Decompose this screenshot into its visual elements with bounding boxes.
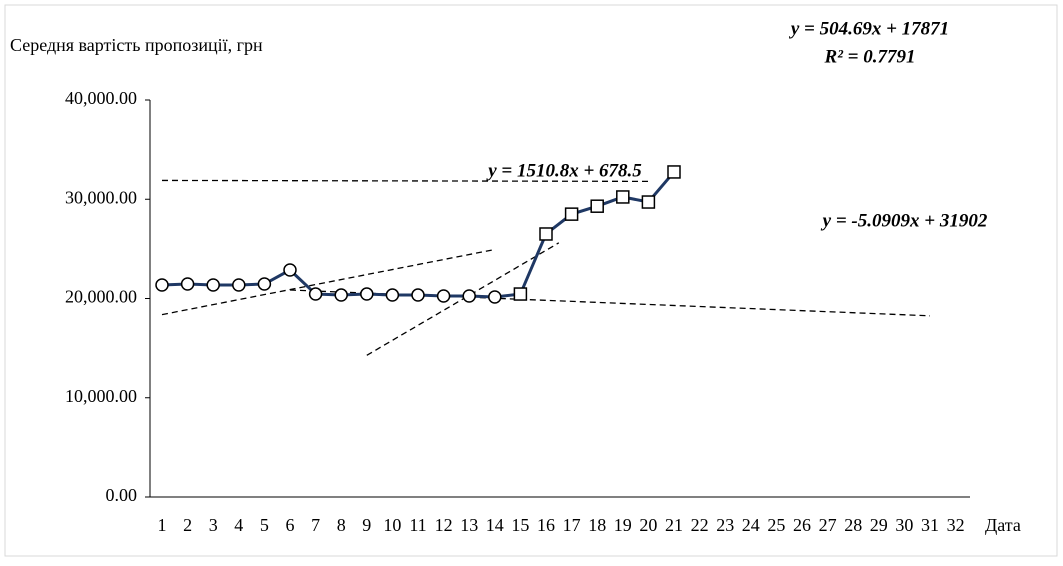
y-tick-label: 30,000.00 — [65, 187, 137, 207]
x-tick-label: 30 — [895, 515, 913, 535]
y-tick-label: 0.00 — [106, 485, 138, 505]
trendline — [289, 289, 931, 317]
x-tick-label: 13 — [460, 515, 478, 535]
chart-frame — [4, 4, 1058, 557]
x-tick-label: 6 — [286, 515, 295, 535]
data-marker — [641, 195, 656, 209]
x-tick-label: 29 — [870, 515, 888, 535]
data-marker — [539, 227, 553, 241]
trendline — [366, 242, 560, 356]
x-tick-label: 2 — [183, 515, 192, 535]
x-tick-label: 28 — [844, 515, 862, 535]
x-tick-label: 24 — [742, 515, 760, 535]
data-marker — [667, 165, 681, 179]
x-tick-label: 8 — [337, 515, 346, 535]
y-tick-label: 40,000.00 — [65, 88, 137, 108]
x-tick-label: 23 — [716, 515, 734, 535]
data-marker — [564, 207, 579, 221]
data-marker — [360, 287, 374, 301]
trendline-equation: y = 1510.8x + 678.5 — [486, 160, 642, 181]
x-tick-label: 22 — [691, 515, 709, 535]
x-tick-label: 17 — [563, 515, 581, 535]
data-marker — [590, 199, 604, 213]
x-tick-label: 26 — [793, 515, 811, 535]
x-tick-label: 32 — [947, 515, 965, 535]
data-marker — [180, 277, 195, 291]
data-marker — [308, 287, 323, 301]
data-marker — [436, 289, 451, 303]
data-marker — [257, 277, 272, 291]
data-marker — [513, 287, 528, 301]
data-marker — [206, 278, 220, 292]
x-tick-label: 4 — [234, 515, 243, 535]
trendline-r2: R² = 0.7791 — [824, 46, 916, 67]
x-tick-label: 3 — [209, 515, 218, 535]
x-tick-label: 18 — [588, 515, 606, 535]
x-tick-label: 7 — [311, 515, 320, 535]
trendline — [161, 179, 649, 183]
x-tick-label: 25 — [767, 515, 785, 535]
x-tick-label: 12 — [435, 515, 453, 535]
x-tick-label: 11 — [409, 515, 426, 535]
x-tick-label: 9 — [362, 515, 371, 535]
x-tick-label: 20 — [639, 515, 657, 535]
y-tick-label: 10,000.00 — [65, 386, 137, 406]
x-tick-label: 10 — [383, 515, 401, 535]
data-marker — [411, 288, 425, 302]
x-tick-label: 16 — [537, 515, 555, 535]
data-marker — [385, 288, 400, 302]
x-tick-label: 14 — [486, 515, 504, 535]
x-tick-label: 15 — [511, 515, 529, 535]
y-tick-label: 20,000.00 — [65, 287, 137, 307]
x-tick-label: 5 — [260, 515, 269, 535]
y-axis-title: Середня вартість пропозиції, грн — [10, 35, 263, 55]
x-tick-label: 19 — [614, 515, 632, 535]
data-marker — [155, 278, 169, 292]
data-marker — [232, 278, 246, 292]
trendline-equation: y = 504.69x + 17871 — [789, 18, 949, 39]
x-tick-label: 21 — [665, 515, 683, 535]
data-marker — [616, 190, 630, 204]
trendline — [161, 248, 495, 316]
data-marker — [488, 290, 502, 304]
x-tick-label: 31 — [921, 515, 939, 535]
x-tick-label: 1 — [158, 515, 167, 535]
data-marker — [283, 263, 297, 277]
data-marker — [462, 289, 476, 303]
trendline-equation: y = -5.0909x + 31902 — [821, 210, 988, 231]
x-tick-label: 27 — [819, 515, 837, 535]
data-marker — [334, 288, 348, 302]
x-axis-title: Дата — [985, 515, 1021, 535]
